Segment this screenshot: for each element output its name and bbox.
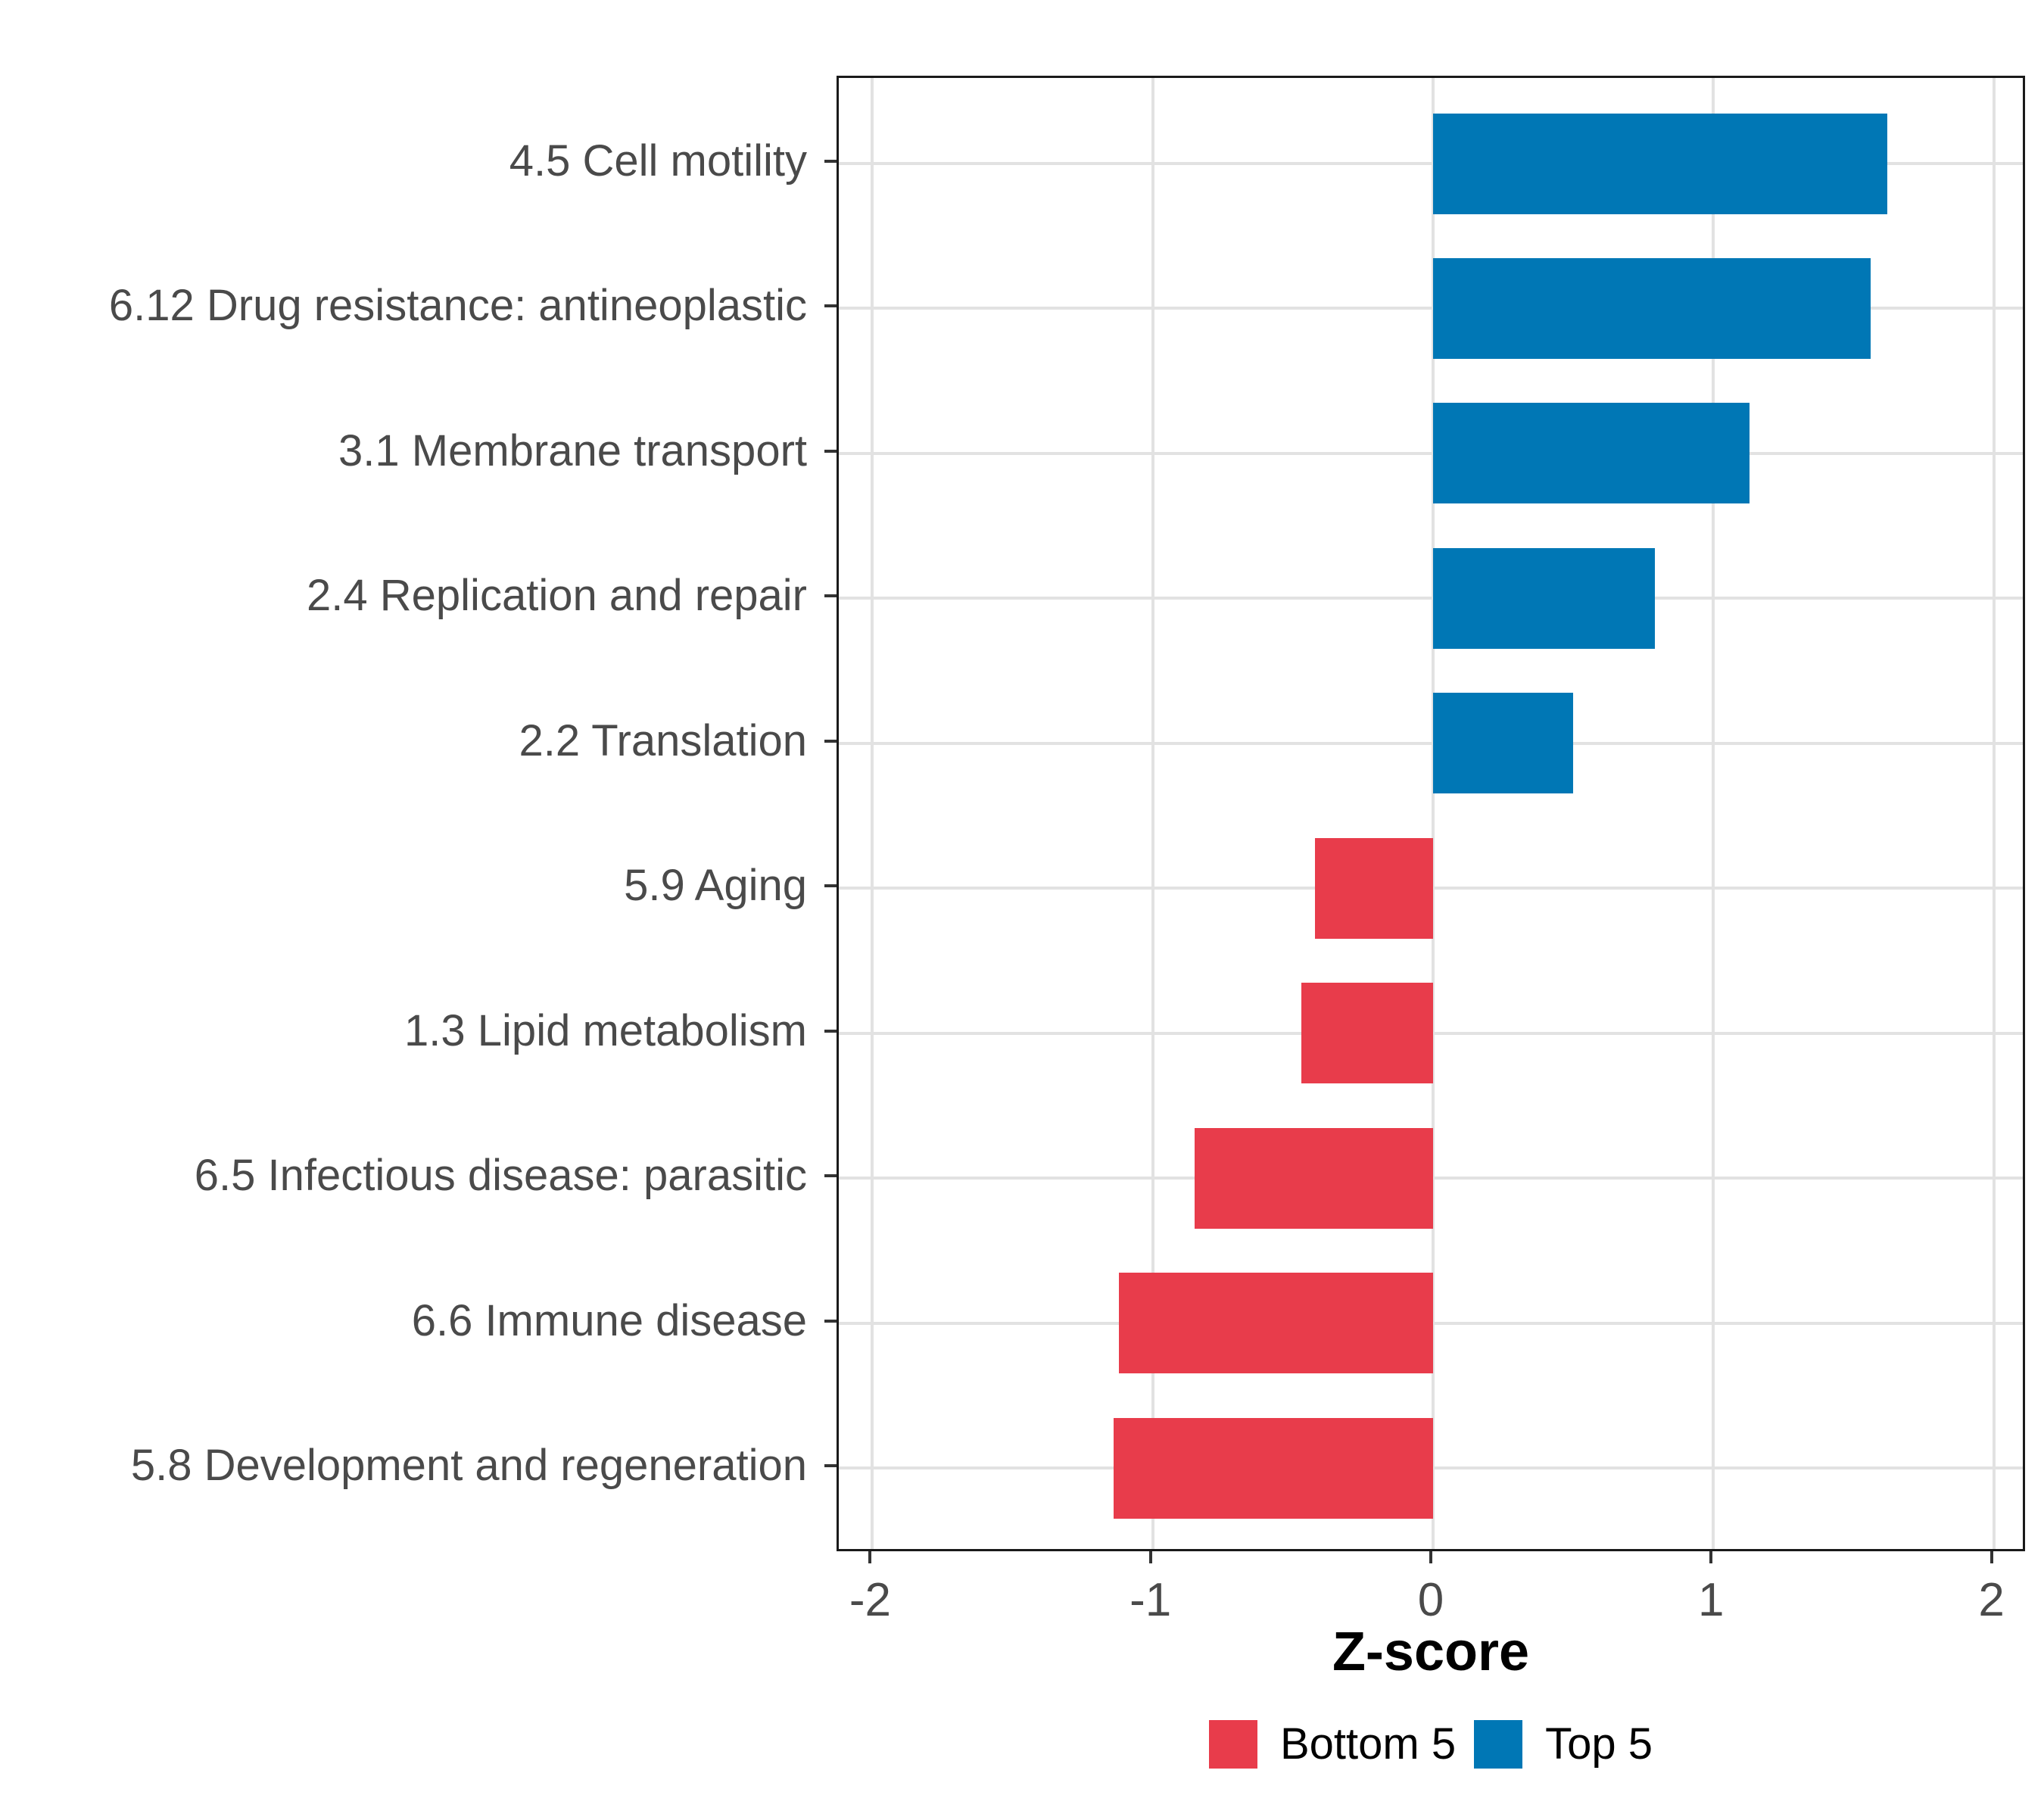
bar-bottom5 — [1113, 1417, 1433, 1519]
gridline-vertical — [1432, 78, 1435, 1549]
gridline-vertical — [1712, 78, 1715, 1549]
bar-top5 — [1433, 113, 1887, 214]
y-axis-label: 5.8 Development and regeneration — [130, 1441, 807, 1490]
y-tick-mark — [824, 1464, 837, 1467]
y-tick-mark — [824, 1174, 837, 1178]
x-tick-label: 0 — [1417, 1574, 1444, 1626]
y-tick-mark — [824, 1319, 837, 1323]
bar-bottom5 — [1315, 837, 1433, 939]
gridline-horizontal — [839, 451, 2023, 455]
gridline-horizontal — [839, 307, 2023, 310]
y-axis-label: 2.4 Replication and repair — [307, 571, 807, 621]
bar-top5 — [1433, 257, 1871, 359]
y-axis-label: 3.1 Membrane transport — [338, 425, 807, 475]
bar-top5 — [1433, 693, 1574, 794]
legend-swatch-bottom5 — [1208, 1720, 1257, 1769]
y-axis-label: 6.12 Drug resistance: antineoplastic — [108, 281, 807, 331]
x-tick-mark — [868, 1551, 872, 1563]
y-axis-label: 2.2 Translation — [519, 715, 807, 765]
bar-top5 — [1433, 547, 1655, 649]
y-axis-label: 5.9 Aging — [624, 861, 807, 911]
y-tick-mark — [824, 304, 837, 308]
gridline-vertical — [1992, 78, 1996, 1549]
x-tick-mark — [1148, 1551, 1152, 1563]
y-tick-mark — [824, 739, 837, 743]
gridline-horizontal — [839, 741, 2023, 745]
y-tick-mark — [824, 1029, 837, 1033]
gridline-vertical — [1151, 78, 1154, 1549]
x-tick-mark — [1429, 1551, 1432, 1563]
y-axis-label: 4.5 Cell motility — [509, 136, 807, 185]
legend-label-top5: Top 5 — [1545, 1719, 1653, 1769]
x-axis-title: Z-score — [1332, 1622, 1530, 1682]
legend-item-top5: Top 5 — [1474, 1720, 1653, 1769]
gridline-vertical — [871, 78, 874, 1549]
x-tick-mark — [1709, 1551, 1713, 1563]
plot-panel — [837, 76, 2025, 1551]
x-tick-label: -1 — [1129, 1574, 1172, 1626]
legend: Bottom 5 Top 5 — [837, 1720, 2025, 1769]
bar-bottom5 — [1301, 983, 1433, 1084]
bar-bottom5 — [1119, 1273, 1433, 1374]
legend-item-bottom5: Bottom 5 — [1208, 1719, 1457, 1769]
y-tick-mark — [824, 449, 837, 453]
legend-label-bottom5: Bottom 5 — [1279, 1719, 1457, 1769]
y-axis-label: 6.5 Infectious disease: parasitic — [194, 1151, 807, 1201]
gridline-horizontal — [839, 597, 2023, 600]
bar-bottom5 — [1195, 1127, 1433, 1229]
bar-top5 — [1433, 403, 1750, 504]
x-tick-mark — [1989, 1551, 1993, 1563]
y-tick-mark — [824, 160, 837, 163]
y-tick-mark — [824, 884, 837, 888]
legend-swatch-top5 — [1474, 1720, 1523, 1769]
gridline-horizontal — [839, 162, 2023, 165]
x-tick-label: 2 — [1978, 1574, 2005, 1626]
x-tick-label: 1 — [1698, 1574, 1725, 1626]
y-axis-label: 6.6 Immune disease — [411, 1295, 807, 1345]
y-axis-label: 1.3 Lipid metabolism — [404, 1005, 807, 1055]
y-tick-mark — [824, 594, 837, 598]
x-tick-label: -2 — [849, 1574, 891, 1626]
